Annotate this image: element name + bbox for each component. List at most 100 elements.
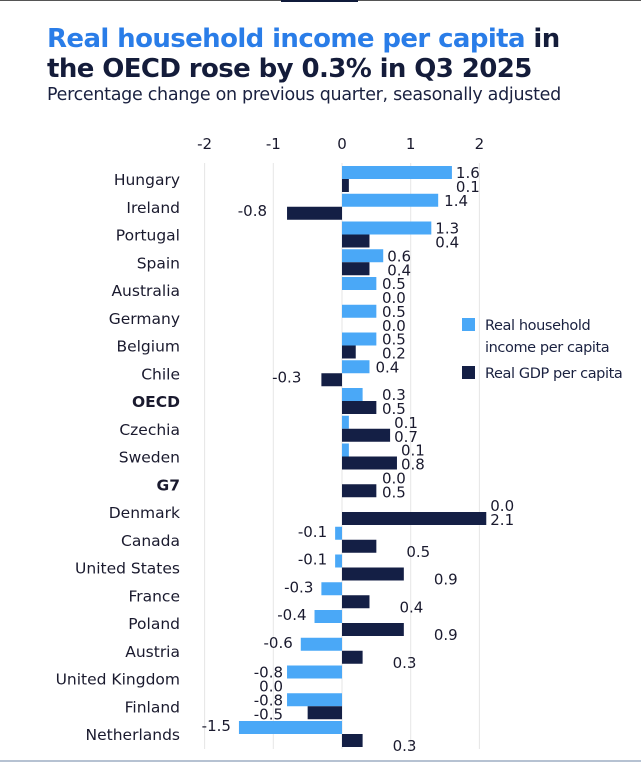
- value-label: -0.8: [254, 691, 283, 709]
- category-label: OECD: [132, 393, 180, 411]
- bottom-border: [0, 760, 641, 762]
- bar-gdp: [321, 373, 342, 387]
- bar-income: [321, 582, 342, 596]
- value-label: 1.3: [435, 220, 459, 238]
- value-label: 0.5: [382, 303, 406, 321]
- value-label: -0.6: [263, 634, 292, 652]
- value-label: -0.1: [298, 523, 327, 541]
- value-label: -0.8: [254, 664, 283, 682]
- bar-income: [300, 637, 342, 651]
- category-label: France: [128, 587, 180, 605]
- bar-income: [335, 526, 342, 540]
- category-label: Sweden: [119, 449, 180, 467]
- value-label: 0.3: [393, 654, 417, 672]
- value-label: 0.9: [434, 571, 458, 589]
- bar-gdp: [342, 234, 370, 248]
- legend-item-gdp: Real GDP per capita: [462, 363, 625, 385]
- value-labels: 1.60.11.4-0.81.30.40.60.40.50.00.50.00.5…: [202, 164, 514, 755]
- category-label: Australia: [111, 282, 180, 300]
- bar-gdp: [342, 623, 404, 636]
- bar-gdp: [342, 262, 370, 276]
- value-label: -0.3: [272, 368, 301, 386]
- value-label: 0.4: [399, 598, 423, 616]
- x-tick-label: -2: [197, 135, 212, 153]
- value-label: 0.7: [394, 428, 418, 446]
- category-label: Canada: [121, 532, 180, 550]
- bar-gdp: [342, 484, 377, 498]
- bar-income: [335, 554, 342, 568]
- category-label: Belgium: [116, 338, 180, 356]
- bar-income: [342, 388, 363, 401]
- value-label: 0.0: [490, 497, 514, 515]
- category-label: Netherlands: [86, 726, 180, 744]
- value-label: -0.5: [254, 705, 283, 723]
- title-line2: the OECD rose by 0.3% in Q3 2025: [47, 54, 532, 84]
- x-tick-label: 0: [337, 135, 347, 153]
- top-border-accent: [281, 0, 358, 2]
- category-label: Hungary: [114, 171, 180, 189]
- bar-income: [238, 721, 342, 734]
- bar-gdp: [342, 650, 363, 664]
- value-label: -0.3: [284, 578, 313, 596]
- value-label: 0.5: [406, 543, 430, 561]
- value-label: 0.1: [401, 442, 425, 460]
- category-label: United States: [75, 560, 180, 578]
- value-label: 0.5: [382, 400, 406, 418]
- value-label: -1.5: [202, 717, 231, 735]
- x-tick-label: -1: [266, 135, 281, 153]
- category-label: Czechia: [119, 421, 180, 439]
- category-label: Chile: [141, 365, 180, 383]
- value-label: 0.0: [382, 317, 406, 335]
- title-line1-rest: in: [524, 24, 560, 54]
- chart-title: Real household income per capita in the …: [47, 24, 560, 84]
- value-label: 0.4: [375, 358, 399, 376]
- value-label: 0.4: [435, 234, 459, 252]
- bars: [238, 166, 487, 747]
- bar-gdp: [342, 428, 391, 442]
- bar-gdp: [342, 512, 487, 525]
- bar-gdp: [342, 345, 356, 359]
- value-label: -0.1: [298, 551, 327, 569]
- bar-gdp: [287, 206, 342, 220]
- value-label: -0.4: [277, 606, 306, 624]
- value-label: 0.3: [393, 737, 417, 755]
- value-label: 0.4: [387, 261, 411, 279]
- value-label: -0.8: [238, 202, 267, 220]
- bar-gdp: [342, 734, 363, 747]
- bar-gdp: [342, 595, 370, 609]
- value-label: 0.1: [456, 178, 480, 196]
- value-label: 0.6: [387, 247, 411, 265]
- value-label: 0.1: [394, 414, 418, 432]
- category-labels: Hungary Ireland Portugal Spain Australia Germ…: [56, 171, 181, 744]
- bar-gdp: [342, 401, 377, 414]
- bar-income: [342, 249, 384, 263]
- bar-gdp: [342, 539, 377, 553]
- bar-income: [342, 193, 439, 207]
- value-label: 1.6: [456, 164, 480, 182]
- category-label: Ireland: [126, 199, 180, 217]
- legend-label-income: Real household income per capita: [485, 318, 610, 356]
- category-label: Austria: [125, 643, 180, 661]
- bar-income: [342, 221, 432, 235]
- bar-gdp: [307, 706, 342, 720]
- value-label: 0.9: [434, 626, 458, 644]
- category-label: Denmark: [109, 504, 180, 522]
- legend: Real household income per capita Real GD…: [462, 315, 625, 389]
- category-label: Spain: [137, 254, 180, 272]
- category-label: Poland: [128, 615, 180, 633]
- x-tick-label: 1: [406, 135, 416, 153]
- value-label: 0.3: [382, 386, 406, 404]
- bar-gdp: [342, 456, 397, 470]
- value-label: 0.5: [382, 483, 406, 501]
- value-label: 2.1: [490, 511, 514, 529]
- legend-label-gdp: Real GDP per capita: [485, 366, 623, 382]
- bar-income: [342, 443, 349, 457]
- category-label: Finland: [125, 698, 180, 716]
- x-tick-label: 2: [475, 135, 485, 153]
- bar-income: [342, 166, 452, 179]
- chart-subtitle: Percentage change on previous quarter, s…: [47, 85, 561, 105]
- category-label: G7: [156, 476, 180, 494]
- bar-income: [314, 610, 342, 623]
- bar-income: [342, 415, 349, 429]
